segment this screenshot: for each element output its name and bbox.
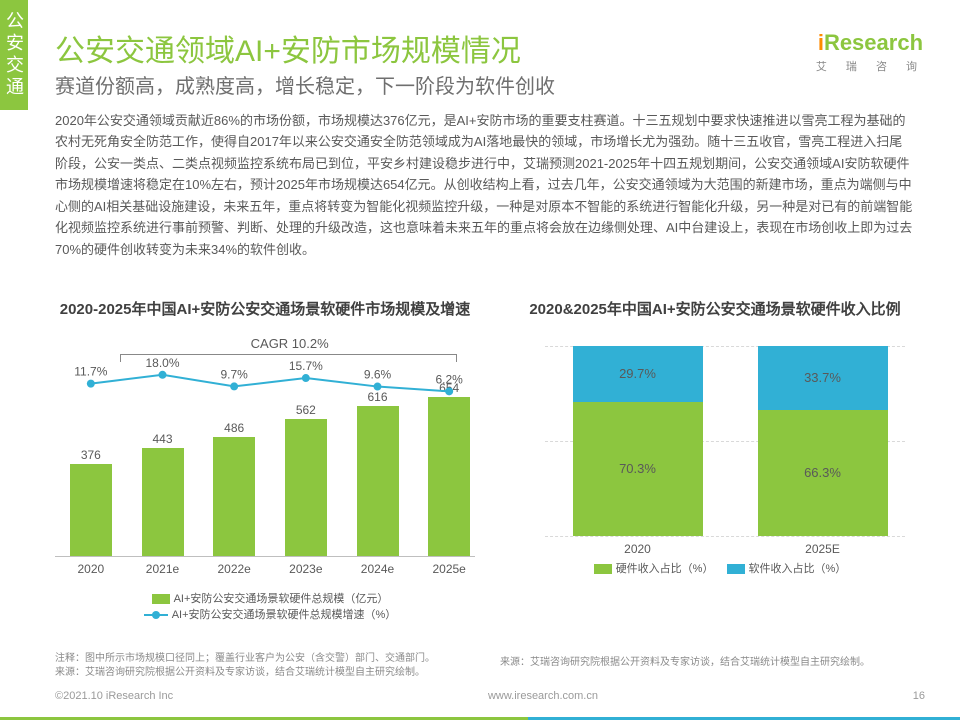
- logo-sub: 艾 瑞 咨 询: [816, 58, 925, 74]
- stack-segment: 33.7%: [758, 346, 888, 410]
- growth-line: 11.7% 18.0% 9.7% 15.7% 9.6% 6.2%: [55, 326, 485, 586]
- svg-text:18.0%: 18.0%: [145, 355, 179, 369]
- chart-market-size: 2020-2025年中国AI+安防公安交通场景软硬件市场规模及增速 CAGR 1…: [55, 300, 475, 622]
- footer: ©2021.10 iResearch Inc www.iresearch.com…: [55, 690, 925, 702]
- svg-text:6.2%: 6.2%: [435, 372, 463, 386]
- chart1-legend: AI+安防公安交通场景软硬件总规模（亿元） AI+安防公安交通场景软硬件总规模增…: [55, 590, 475, 622]
- legend-swatch-sw: [727, 564, 745, 574]
- stack-segment: 66.3%: [758, 410, 888, 536]
- svg-text:11.7%: 11.7%: [74, 364, 107, 378]
- x-label: 2025E: [730, 542, 915, 556]
- stack-segment: 29.7%: [573, 346, 703, 402]
- logo-main: Research: [824, 30, 923, 55]
- legend-swatch-bar: [152, 594, 170, 604]
- logo: iResearch 艾 瑞 咨 询: [816, 30, 925, 74]
- chart1-title: 2020-2025年中国AI+安防公安交通场景软硬件市场规模及增速: [55, 300, 475, 320]
- chart2-legend: 硬件收入占比（%） 软件收入占比（%）: [505, 560, 925, 576]
- page-subtitle: 赛道份额高，成熟度高，增长稳定，下一阶段为软件创收: [55, 70, 555, 99]
- body-text: 2020年公安交通领域贡献近86%的市场份额，市场规模达376亿元，是AI+安防…: [55, 110, 915, 260]
- x-label: 2020: [545, 542, 730, 556]
- legend-swatch-hw: [594, 564, 612, 574]
- footer-copyright: ©2021.10 iResearch Inc: [55, 690, 173, 702]
- svg-text:9.6%: 9.6%: [364, 367, 392, 381]
- svg-text:9.7%: 9.7%: [220, 367, 248, 381]
- legend-hw-label: 硬件收入占比（%）: [616, 563, 714, 575]
- svg-text:15.7%: 15.7%: [289, 359, 323, 373]
- legend-sw-label: 软件收入占比（%）: [749, 563, 847, 575]
- page-title: 公安交通领域AI+安防市场规模情况: [55, 26, 521, 70]
- stack-segment: 70.3%: [573, 402, 703, 536]
- page-number: 16: [913, 690, 925, 702]
- logo-text: iResearch: [816, 30, 925, 56]
- footer-url: www.iresearch.com.cn: [488, 690, 598, 702]
- footnote-left: 注释：图中所示市场规模口径同上；覆盖行业客户为公安（含交警）部门、交通部门。来源…: [55, 652, 475, 680]
- side-tab: 公安交通: [0, 0, 28, 110]
- chart-revenue-share: 2020&2025年中国AI+安防公安交通场景软硬件收入比例 70.3%29.7…: [505, 300, 925, 622]
- legend-swatch-line: [144, 610, 168, 620]
- legend-line-label: AI+安防公安交通场景软硬件总规模增速（%）: [172, 609, 397, 621]
- legend-bar-label: AI+安防公安交通场景软硬件总规模（亿元）: [174, 593, 389, 605]
- footnote-right: 来源：艾瑞咨询研究院根据公开资料及专家访谈，结合艾瑞统计模型自主研究绘制。: [500, 656, 920, 670]
- chart2-title: 2020&2025年中国AI+安防公安交通场景软硬件收入比例: [505, 300, 925, 320]
